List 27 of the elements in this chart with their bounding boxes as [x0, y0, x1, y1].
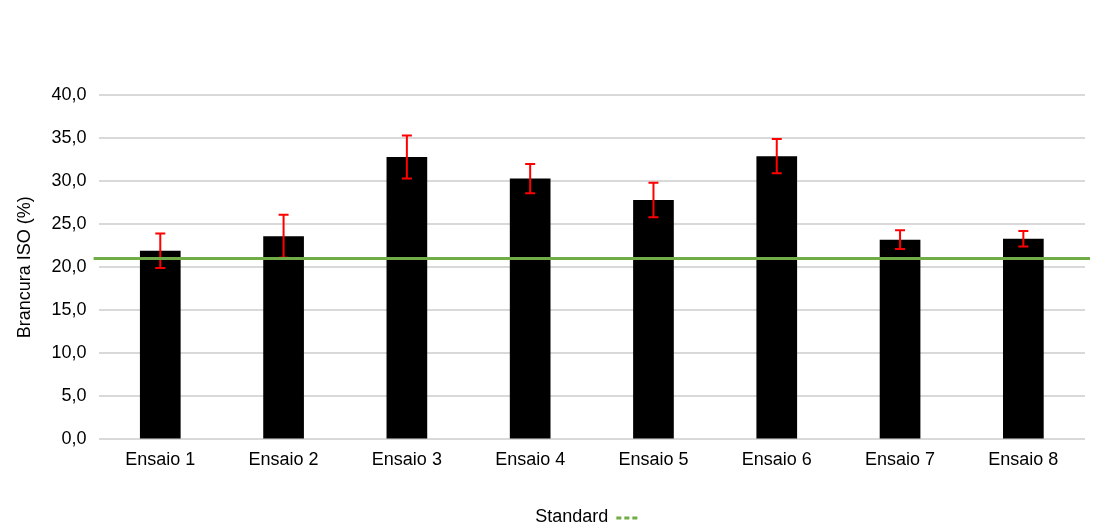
- y-tick-label: 35,0: [51, 127, 87, 148]
- x-tick-label: Ensaio 1: [125, 449, 196, 470]
- bar: [633, 200, 674, 439]
- y-tick-label: 20,0: [51, 256, 87, 277]
- bar: [139, 250, 181, 439]
- y-tick-label: 15,0: [51, 299, 87, 320]
- bar: [756, 156, 798, 439]
- bar: [509, 178, 551, 439]
- y-tick-label: 25,0: [51, 213, 87, 234]
- y-tick-label: 30,0: [51, 170, 87, 191]
- bar: [263, 236, 304, 439]
- y-axis-title: Brancura ISO (%): [13, 196, 34, 339]
- y-tick-label: 5,0: [61, 385, 87, 406]
- bar: [879, 239, 921, 439]
- x-tick-label: Ensaio 7: [865, 449, 936, 470]
- bar: [1003, 238, 1044, 439]
- y-tick-label: 40,0: [51, 83, 87, 104]
- legend-label: Standard: [535, 505, 609, 526]
- x-tick-label: Ensaio 6: [741, 449, 812, 470]
- x-tick-label: Ensaio 5: [618, 449, 689, 470]
- x-tick-label: Ensaio 4: [495, 449, 566, 470]
- x-tick-label: Ensaio 3: [371, 449, 442, 470]
- bar: [386, 156, 428, 439]
- x-tick-label: Ensaio 2: [248, 449, 319, 470]
- y-tick-label: 10,0: [51, 342, 87, 363]
- x-tick-label: Ensaio 8: [988, 449, 1059, 470]
- y-tick-label: 0,0: [61, 428, 87, 449]
